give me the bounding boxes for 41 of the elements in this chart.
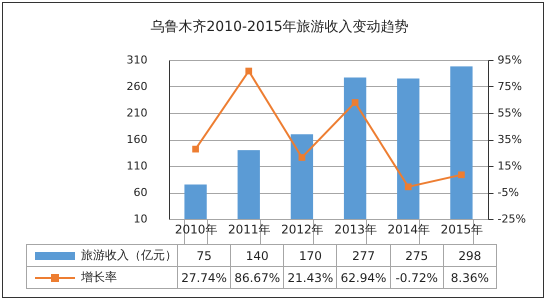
x-tick-label: 2012年	[281, 222, 324, 236]
data-label: 277	[336, 244, 390, 266]
point	[404, 183, 412, 190]
data-label: 62.94%	[336, 266, 390, 288]
point	[352, 99, 358, 106]
data-label: 8.36%	[443, 266, 496, 288]
data-label: 86.67%	[230, 266, 284, 288]
data-label: 75	[178, 244, 231, 266]
x-tick-label: 2015年	[440, 222, 484, 236]
point	[245, 68, 252, 74]
y-tick-label: 310	[126, 54, 148, 66]
y-tick-label: 260	[126, 80, 148, 93]
x-tick-label: 2013年	[334, 222, 377, 236]
x-tick-label: 2011年	[228, 222, 271, 236]
y2-tick-label: 75%	[498, 80, 522, 93]
data-label: 275	[390, 244, 444, 266]
y-tick-label: 110	[126, 160, 148, 172]
data-label: 21.43%	[284, 266, 337, 288]
point	[298, 154, 306, 161]
legend-label: 旅游收入（亿元）	[81, 248, 177, 262]
data-label: 170	[284, 244, 337, 266]
data-label: 140	[230, 244, 284, 266]
y2-tick-label: -25%	[498, 212, 526, 226]
y-tick-label: 210	[126, 106, 148, 120]
y-tick-label: 160	[126, 133, 148, 146]
x-tick-label: 2014年	[387, 222, 430, 236]
y-tick-label: 10	[134, 212, 148, 226]
y2-tick-label: -5%	[498, 186, 519, 199]
legend-label: 增长率	[81, 270, 117, 284]
point	[192, 146, 199, 152]
point	[458, 171, 465, 178]
data-label: 27.74%	[178, 266, 231, 288]
x-tick-label: 2010年	[174, 222, 218, 236]
y2-tick-label: 35%	[498, 133, 522, 146]
data-label: 298	[443, 244, 496, 266]
y2-tick-label: 95%	[498, 54, 522, 66]
y-tick-label: 60	[134, 186, 148, 199]
y2-tick-label: 55%	[498, 106, 522, 120]
chart-title: 乌鲁木齐2010-2015年旅游收入变动趋势	[150, 19, 409, 35]
y2-tick-label: 15%	[498, 160, 522, 172]
data-label: -0.72%	[390, 266, 444, 288]
